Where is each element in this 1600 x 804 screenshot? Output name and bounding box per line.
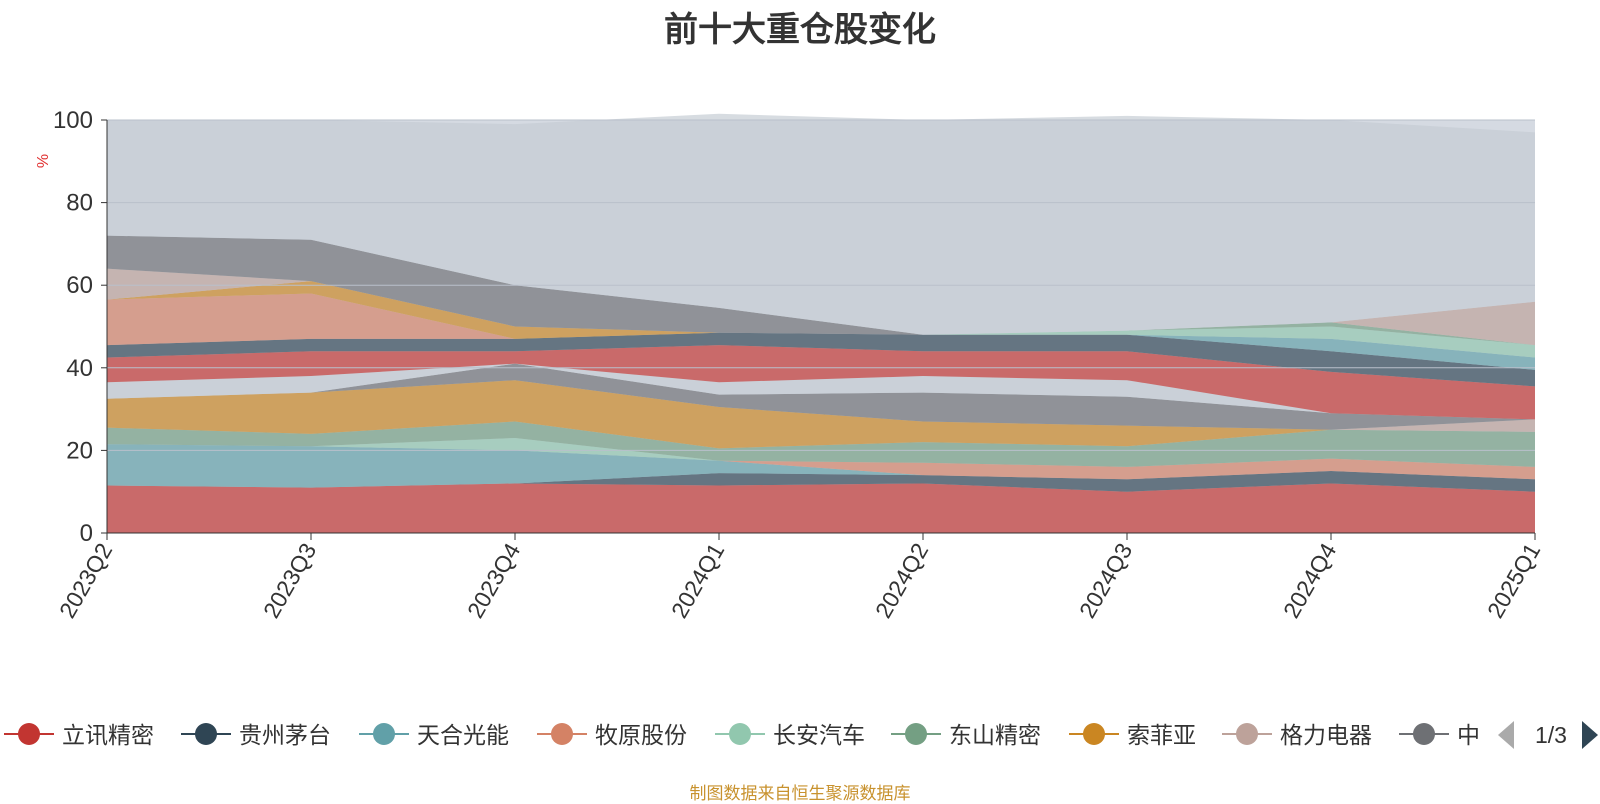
y-tick-label: 80 <box>66 190 93 217</box>
legend-marker <box>18 723 40 745</box>
data-source-note: 制图数据来自恒生聚源数据库 <box>689 784 911 804</box>
x-tick-label: 2023Q3 <box>258 539 321 623</box>
chart-title: 前十大重仓股变化 <box>664 10 936 50</box>
legend-marker <box>905 723 927 745</box>
legend-item[interactable]: 格力电器 <box>1222 723 1372 749</box>
x-tick-label: 2024Q1 <box>666 539 729 623</box>
area-series-20 <box>107 113 1535 335</box>
legend-label: 牧原股份 <box>595 723 687 749</box>
legend-marker <box>373 723 395 745</box>
y-tick-label: 0 <box>80 520 93 547</box>
area-series-6 <box>107 380 1535 449</box>
legend-page-label: 1/3 <box>1535 722 1567 748</box>
legend-marker <box>729 723 751 745</box>
y-axis-label: % <box>35 154 52 168</box>
y-tick-label: 60 <box>66 272 93 299</box>
legend-item[interactable]: 东山精密 <box>891 723 1041 749</box>
x-tick-label: 2025Q1 <box>1482 539 1545 623</box>
legend-item[interactable]: 长安汽车 <box>715 723 865 749</box>
x-tick-label: 2024Q2 <box>870 539 933 623</box>
area-series-19 <box>107 235 1535 335</box>
y-tick-label: 20 <box>66 437 93 464</box>
legend-label: 长安汽车 <box>773 723 865 749</box>
legend-label: 索菲亚 <box>1127 723 1196 749</box>
area-series-2 <box>107 444 1535 488</box>
x-tick-label: 2024Q3 <box>1074 539 1137 623</box>
area-series-11 <box>107 345 1535 420</box>
legend-next-icon[interactable] <box>1582 721 1598 749</box>
legend-label: 天合光能 <box>417 723 509 749</box>
legend-label: 贵州茅台 <box>239 723 331 749</box>
area-series-8 <box>107 363 1535 430</box>
legend-label: 中 <box>1457 723 1480 749</box>
legend-label: 立讯精密 <box>62 723 154 749</box>
area-series-17 <box>107 281 1535 346</box>
legend-marker <box>1413 723 1435 745</box>
area-series-4 <box>107 438 1535 467</box>
x-tick-label: 2024Q4 <box>1278 538 1342 622</box>
area-series-10 <box>107 363 1535 420</box>
legend-marker <box>551 723 573 745</box>
legend-marker <box>1236 723 1258 745</box>
legend-marker <box>1083 723 1105 745</box>
legend-label: 东山精密 <box>949 723 1041 749</box>
legend-item[interactable]: 贵州茅台 <box>181 723 331 749</box>
x-tick-label: 2023Q2 <box>54 539 117 623</box>
legend-label: 格力电器 <box>1280 723 1372 749</box>
legend-item[interactable]: 索菲亚 <box>1069 723 1196 749</box>
legend-prev-icon[interactable] <box>1498 721 1514 749</box>
legend-item[interactable]: 天合光能 <box>359 723 509 749</box>
legend-marker <box>195 723 217 745</box>
area-series-5 <box>107 421 1535 467</box>
y-tick-label: 40 <box>66 355 93 382</box>
legend-pager <box>1500 716 1600 756</box>
y-tick-label: 100 <box>53 107 93 134</box>
x-tick-label: 2023Q4 <box>462 538 526 622</box>
legend-item[interactable]: 中 <box>1399 723 1480 749</box>
legend-item[interactable]: 立讯精密 <box>4 723 154 749</box>
area-series-1 <box>107 471 1535 492</box>
area-series-12 <box>107 332 1535 387</box>
area-series-14 <box>107 326 1535 358</box>
area-series-16 <box>107 293 1535 346</box>
area-series-0 <box>107 483 1535 533</box>
legend-item[interactable]: 牧原股份 <box>537 723 687 749</box>
